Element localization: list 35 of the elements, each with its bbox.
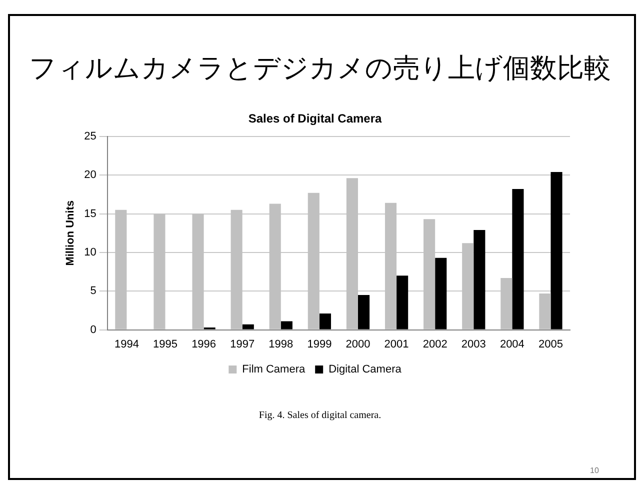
- legend-label: Digital Camera: [328, 364, 402, 376]
- bar: [539, 293, 551, 330]
- bar: [242, 324, 254, 330]
- text: 10: [590, 466, 599, 475]
- bar: [319, 314, 332, 330]
- bar: [550, 172, 562, 330]
- x-tick-label: 2005: [538, 338, 563, 350]
- x-tick-label: 2001: [384, 338, 409, 350]
- x-tick-label: 2002: [422, 338, 448, 350]
- bar: [358, 294, 370, 330]
- caption: Fig. 4. Sales of digital camera.: [258, 410, 382, 421]
- bar: [474, 230, 486, 330]
- x-tick-label: 2003: [461, 338, 486, 350]
- y-tick-label: 0: [90, 324, 96, 336]
- x-tick-label: 1999: [307, 338, 332, 350]
- x-tick-label: 1996: [192, 338, 216, 350]
- x-tick-label: 1998: [268, 338, 294, 350]
- y-tick-label: 15: [84, 208, 96, 220]
- y-tick-label: 5: [90, 285, 96, 298]
- y-tick-label: 25: [84, 130, 96, 142]
- y-axis-title: Million Units: [64, 200, 77, 266]
- chart-title: フィルムカメラとデジカメの売り上げ個数比較: [28, 52, 612, 86]
- x-tick-label: 1995: [153, 338, 178, 350]
- x-tick-label: 2004: [500, 338, 524, 350]
- y-tick-label: 10: [84, 246, 96, 258]
- y-tick-label: 20: [84, 169, 96, 182]
- chart-subtitle: Sales of Digital Camera: [248, 112, 382, 126]
- x-tick-label: 2000: [346, 338, 370, 350]
- bar: [435, 258, 447, 330]
- x-tick-label: 1994: [114, 338, 139, 350]
- bar: [396, 276, 408, 330]
- bar: [280, 321, 292, 330]
- legend-label: Film Camera: [242, 364, 306, 376]
- x-tick-label: 1997: [230, 338, 255, 350]
- bar: [512, 189, 524, 330]
